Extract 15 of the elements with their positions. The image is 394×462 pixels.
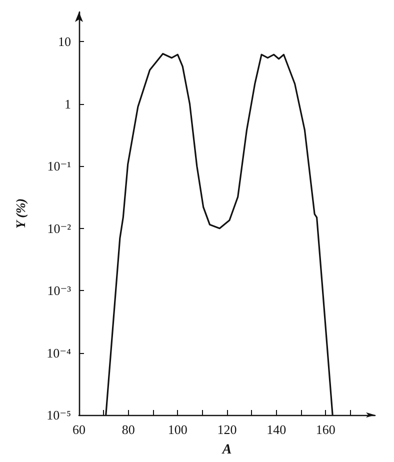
y-axis-title: Y (%) bbox=[13, 198, 28, 229]
y-tick-label: 10⁻⁴ bbox=[46, 345, 72, 360]
y-tick-label: 10 bbox=[58, 34, 71, 50]
y-tick-label: 10⁻³ bbox=[47, 283, 72, 298]
x-tick-label: 60 bbox=[72, 422, 86, 437]
x-tick-label: 160 bbox=[316, 422, 336, 437]
y-tick-label: 10⁻¹ bbox=[47, 158, 72, 174]
y-tick-label: 10⁻⁵ bbox=[46, 408, 71, 422]
x-tick-label: 120 bbox=[217, 422, 237, 437]
x-axis-title: A bbox=[221, 442, 232, 458]
y-tick-label: 1 bbox=[64, 96, 71, 112]
y-tick-label: 10⁻² bbox=[47, 220, 72, 236]
x-tick-label: 100 bbox=[168, 422, 188, 437]
x-tick-label: 140 bbox=[266, 422, 286, 437]
x-tick-label: 80 bbox=[122, 422, 135, 437]
